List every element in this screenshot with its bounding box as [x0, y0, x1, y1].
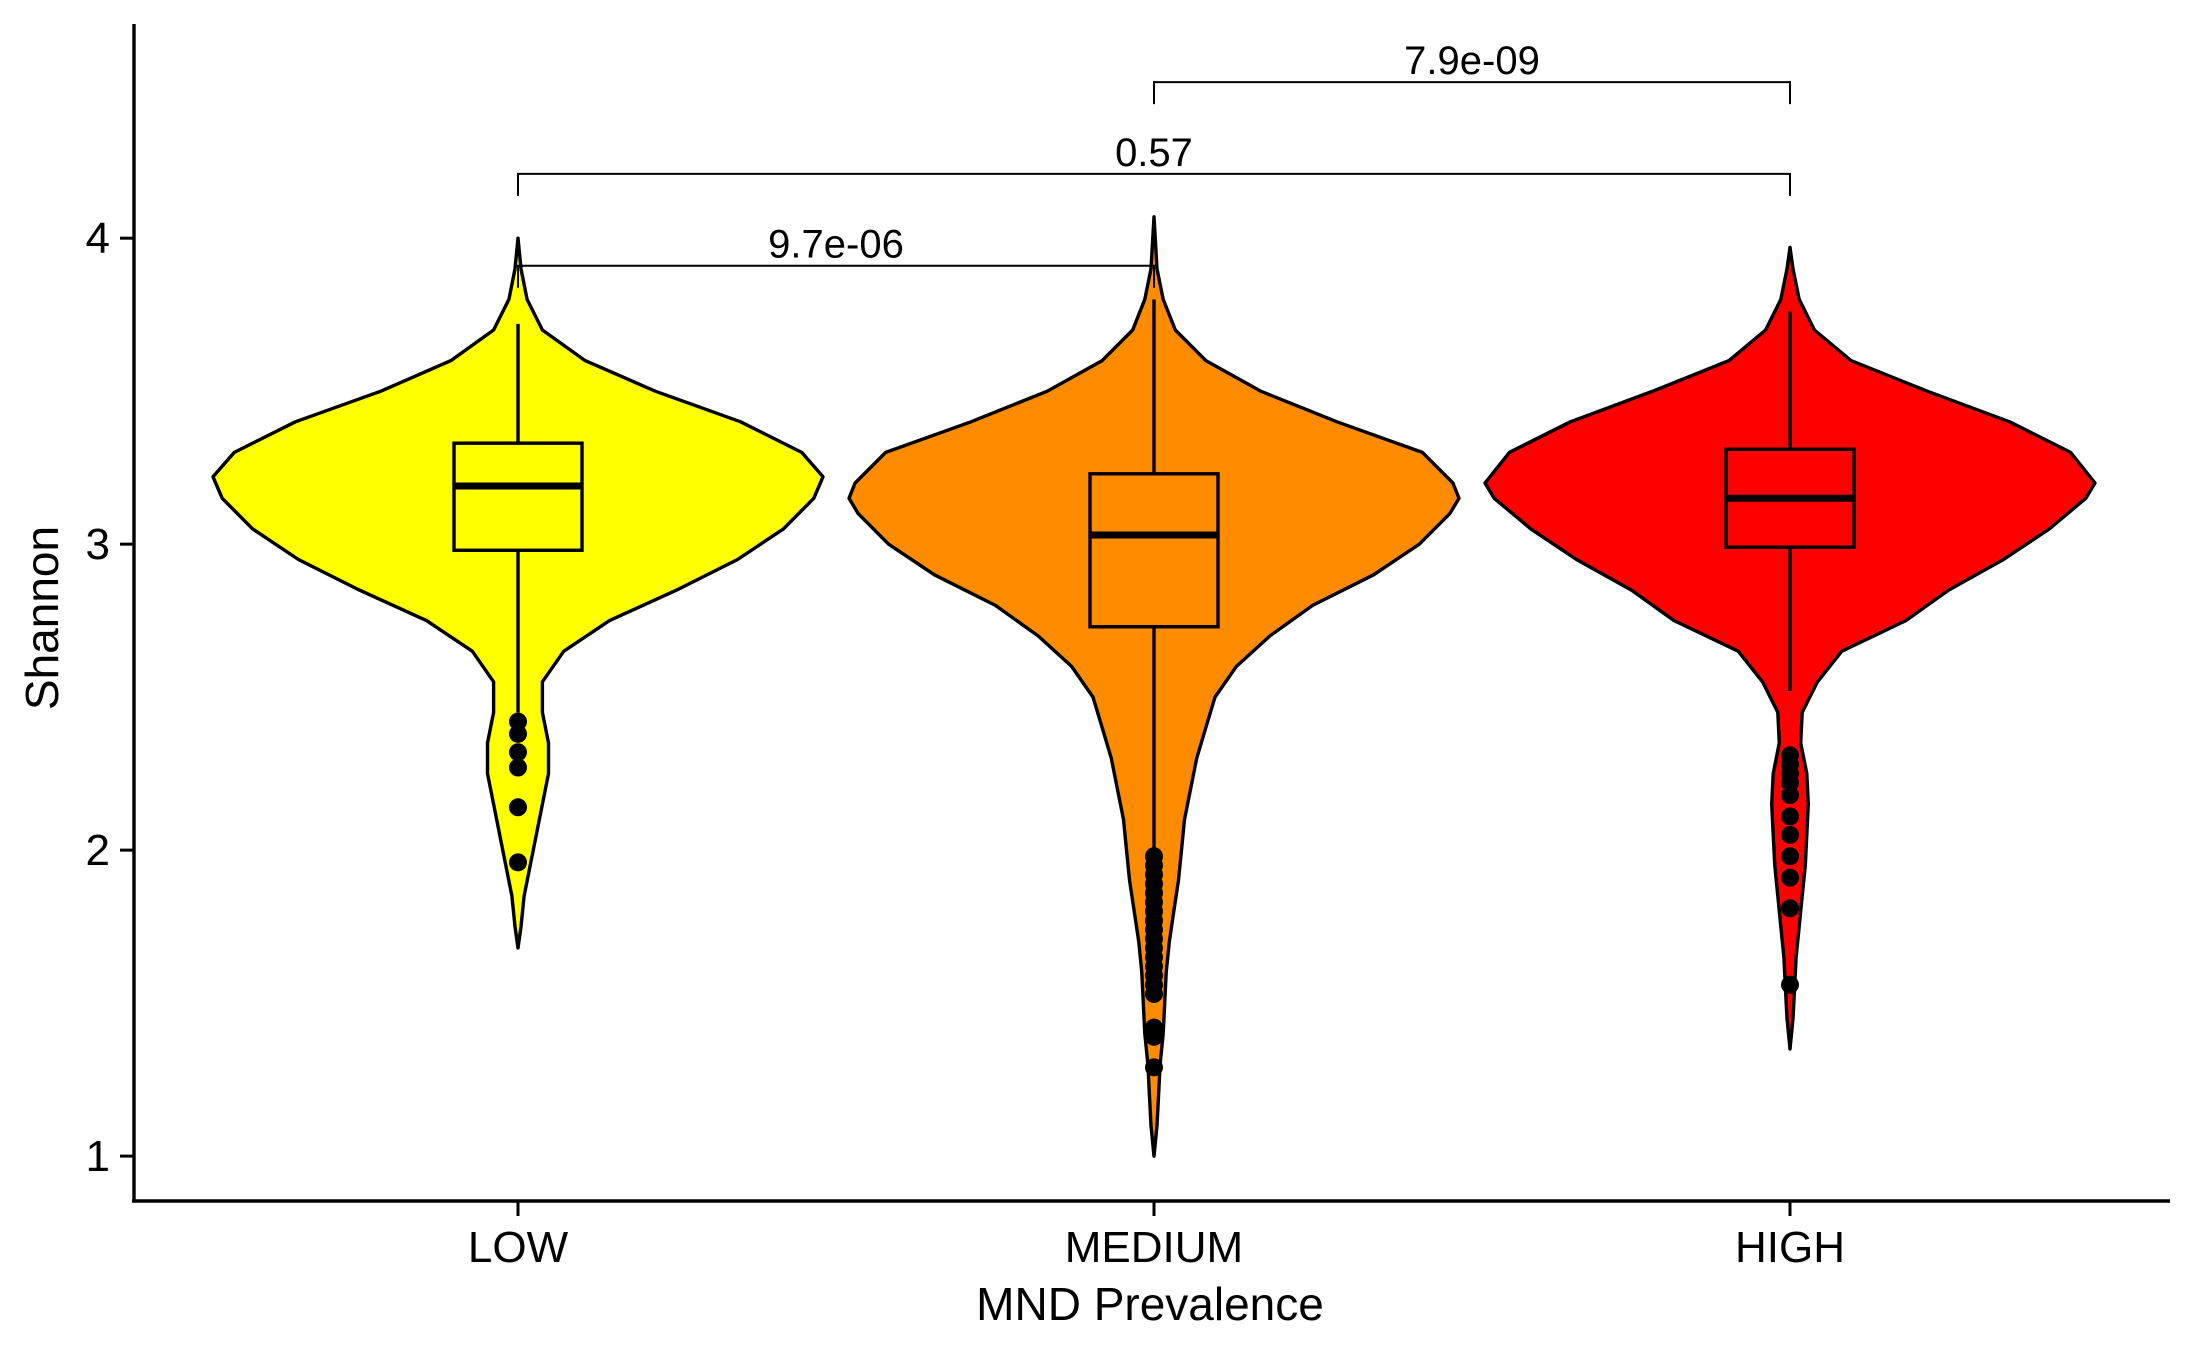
violin-group-medium: [847, 215, 1461, 1158]
p-value-label: 7.9e-09: [1404, 39, 1540, 83]
violin-group-low: [211, 236, 825, 950]
x-tick-label-medium: MEDIUM: [1065, 1223, 1243, 1272]
outlier-point: [1145, 1027, 1163, 1046]
y-tick-label-2: 2: [86, 826, 110, 875]
x-tick-label-low: LOW: [468, 1223, 569, 1272]
x-axis-title: MND Prevalence: [976, 1278, 1324, 1330]
comparison-bracket-1: 9.7e-06: [517, 223, 1155, 288]
bracket-line: [1153, 81, 1791, 105]
outlier-point: [509, 853, 527, 872]
y-axis-title: Shannon: [16, 526, 68, 710]
p-value-label: 9.7e-06: [768, 223, 904, 267]
outlier-point: [509, 743, 527, 762]
outlier-point: [1781, 975, 1799, 994]
outlier-point: [1781, 807, 1799, 826]
violin-group-high: [1483, 245, 2097, 1051]
outlier-point: [1781, 868, 1799, 887]
outlier-point: [1145, 1058, 1163, 1077]
p-value-label: 0.57: [1115, 131, 1193, 175]
bracket-line: [517, 264, 1155, 288]
iqr-box: [452, 441, 584, 552]
outlier-point: [1145, 984, 1163, 1003]
iqr-box: [1088, 472, 1220, 629]
comparison-bracket-3: 7.9e-09: [1153, 39, 1791, 105]
bracket-line: [517, 172, 1791, 196]
outlier-point: [1781, 825, 1799, 844]
axes-layer: [132, 24, 2170, 1203]
violins-layer: [211, 215, 2097, 1158]
x-tick-label-high: HIGH: [1735, 1223, 1845, 1272]
outlier-point: [509, 758, 527, 777]
ticks-layer: LOW MEDIUM HIGH 1 2 3 4: [86, 214, 1845, 1272]
outlier-point: [509, 724, 527, 743]
outlier-point: [1781, 847, 1799, 866]
outlier-point: [509, 798, 527, 817]
brackets-layer: 9.7e-06 0.57 7.9e-09: [517, 39, 1791, 288]
comparison-bracket-2: 0.57: [517, 131, 1791, 196]
y-tick-label-4: 4: [86, 214, 110, 263]
outlier-point: [1781, 786, 1799, 805]
outlier-point: [1781, 899, 1799, 918]
y-tick-label-1: 1: [86, 1132, 110, 1181]
y-tick-label-3: 3: [86, 520, 110, 569]
